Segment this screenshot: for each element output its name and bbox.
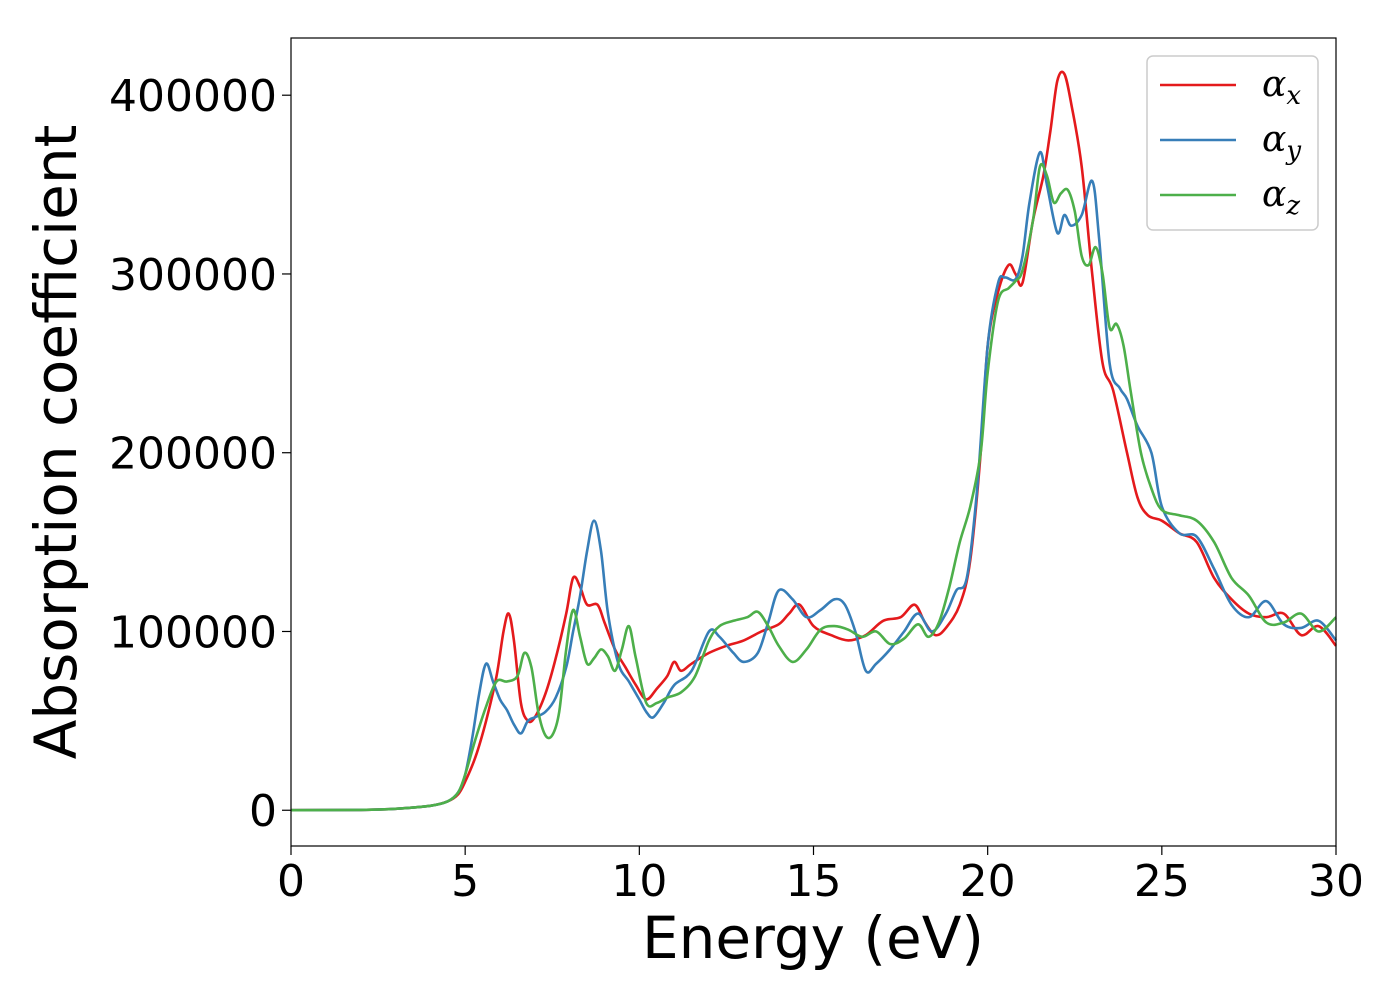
series-line-x	[290, 70, 1338, 812]
x-axis-title: Energy (eV)	[642, 904, 984, 972]
y-tick-label: 200000	[109, 429, 277, 480]
legend-subscript-x: x	[1286, 81, 1301, 111]
x-tick-label: 25	[1134, 856, 1190, 907]
x-tick-label: 15	[786, 856, 842, 907]
legend-subscript-z: z	[1285, 191, 1300, 221]
x-tick-label: 0	[277, 856, 305, 907]
x-tick-label: 5	[451, 856, 479, 907]
x-tick-label: 10	[611, 856, 667, 907]
series-line-z	[290, 162, 1337, 812]
y-tick-label: 300000	[109, 250, 277, 301]
series-line-y	[290, 151, 1338, 812]
y-axis-title: Absorption coefficient	[22, 125, 90, 760]
y-tick-label: 400000	[109, 71, 277, 122]
y-tick-label: 0	[249, 786, 277, 837]
x-axis-ticks: 0 5 10 15 20 25 30	[277, 846, 1364, 907]
y-tick-label: 100000	[109, 607, 277, 658]
legend-subscript-y: y	[1285, 136, 1301, 166]
series-layer	[290, 70, 1338, 812]
x-tick-label: 30	[1308, 856, 1364, 907]
x-tick-label: 20	[960, 856, 1016, 907]
legend-box	[1146, 55, 1319, 231]
y-axis-ticks: 0 100000 200000 300000 400000	[109, 71, 291, 837]
